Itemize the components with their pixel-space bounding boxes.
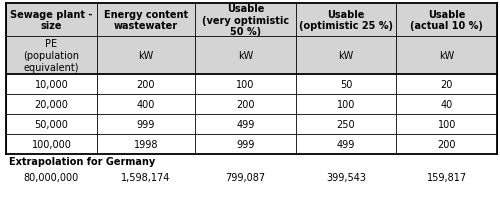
- Text: 999: 999: [136, 119, 155, 129]
- Text: 40: 40: [440, 100, 453, 110]
- Text: 200: 200: [438, 139, 456, 149]
- Text: 1,598,174: 1,598,174: [121, 172, 170, 182]
- Bar: [396, 4, 497, 37]
- Text: 499: 499: [236, 119, 255, 129]
- Text: 100: 100: [438, 119, 456, 129]
- Text: 200: 200: [136, 80, 155, 90]
- Text: Extrapolation for Germany: Extrapolation for Germany: [9, 156, 156, 166]
- Text: 999: 999: [236, 139, 255, 149]
- Bar: [97, 4, 195, 37]
- Bar: [296, 37, 396, 75]
- Text: Usable
(optimistic 25 %): Usable (optimistic 25 %): [299, 10, 393, 31]
- Text: PE
(population
equivalent): PE (population equivalent): [24, 39, 80, 72]
- Text: 499: 499: [337, 139, 355, 149]
- Text: kW: kW: [138, 51, 154, 61]
- Text: 20: 20: [440, 80, 453, 90]
- Text: Sewage plant -
size: Sewage plant - size: [10, 10, 92, 31]
- Text: 20,000: 20,000: [34, 100, 68, 110]
- Text: 200: 200: [236, 100, 255, 110]
- Text: kW: kW: [238, 51, 253, 61]
- Text: 50: 50: [340, 80, 352, 90]
- Text: Usable
(actual 10 %): Usable (actual 10 %): [410, 10, 483, 31]
- Text: 799,087: 799,087: [226, 172, 266, 182]
- Text: 159,817: 159,817: [426, 172, 467, 182]
- Text: 400: 400: [136, 100, 155, 110]
- Text: 80,000,000: 80,000,000: [24, 172, 79, 182]
- Bar: [6, 4, 97, 37]
- Bar: [296, 4, 396, 37]
- Text: 100: 100: [236, 80, 255, 90]
- Text: 1998: 1998: [134, 139, 158, 149]
- Text: 100,000: 100,000: [32, 139, 72, 149]
- Text: 50,000: 50,000: [34, 119, 68, 129]
- Bar: [195, 4, 296, 37]
- Text: 250: 250: [336, 119, 355, 129]
- Bar: [97, 37, 195, 75]
- Text: kW: kW: [439, 51, 454, 61]
- Bar: [396, 37, 497, 75]
- Bar: [6, 37, 97, 75]
- Text: kW: kW: [338, 51, 353, 61]
- Text: Energy content
wastewater: Energy content wastewater: [104, 10, 188, 31]
- Text: 10,000: 10,000: [34, 80, 68, 90]
- Text: 399,543: 399,543: [326, 172, 366, 182]
- Text: 100: 100: [337, 100, 355, 110]
- Bar: [195, 37, 296, 75]
- Text: Usable
(very optimistic
50 %): Usable (very optimistic 50 %): [202, 4, 289, 37]
